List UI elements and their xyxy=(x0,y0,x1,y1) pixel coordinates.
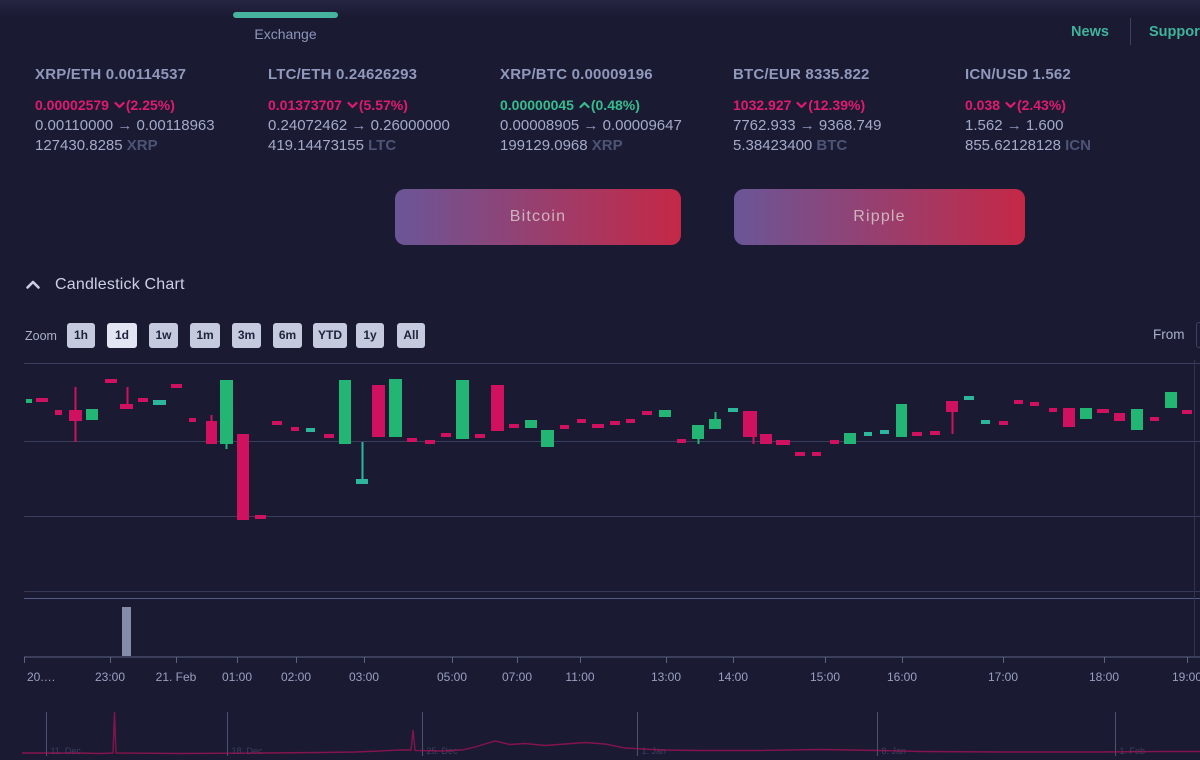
svg-text:13:00: 13:00 xyxy=(651,670,681,684)
svg-text:16:00: 16:00 xyxy=(887,670,917,684)
svg-text:01:00: 01:00 xyxy=(222,670,252,684)
svg-text:19:00: 19:00 xyxy=(1172,670,1200,684)
svg-text:20.…: 20.… xyxy=(27,670,56,684)
svg-text:17:00: 17:00 xyxy=(988,670,1018,684)
svg-text:14:00: 14:00 xyxy=(718,670,748,684)
svg-text:02:00: 02:00 xyxy=(281,670,311,684)
svg-text:03:00: 03:00 xyxy=(349,670,379,684)
svg-text:07:00: 07:00 xyxy=(502,670,532,684)
svg-text:23:00: 23:00 xyxy=(95,670,125,684)
svg-text:18:00: 18:00 xyxy=(1089,670,1119,684)
svg-text:05:00: 05:00 xyxy=(437,670,467,684)
svg-text:21. Feb: 21. Feb xyxy=(156,670,197,684)
svg-text:18. Dec: 18. Dec xyxy=(232,746,264,756)
svg-text:11. Dec: 11. Dec xyxy=(51,746,82,756)
svg-text:11:00: 11:00 xyxy=(565,670,594,684)
svg-text:1. Jan: 1. Jan xyxy=(642,746,667,756)
svg-text:15:00: 15:00 xyxy=(810,670,840,684)
svg-text:1. Feb: 1. Feb xyxy=(1120,746,1146,756)
